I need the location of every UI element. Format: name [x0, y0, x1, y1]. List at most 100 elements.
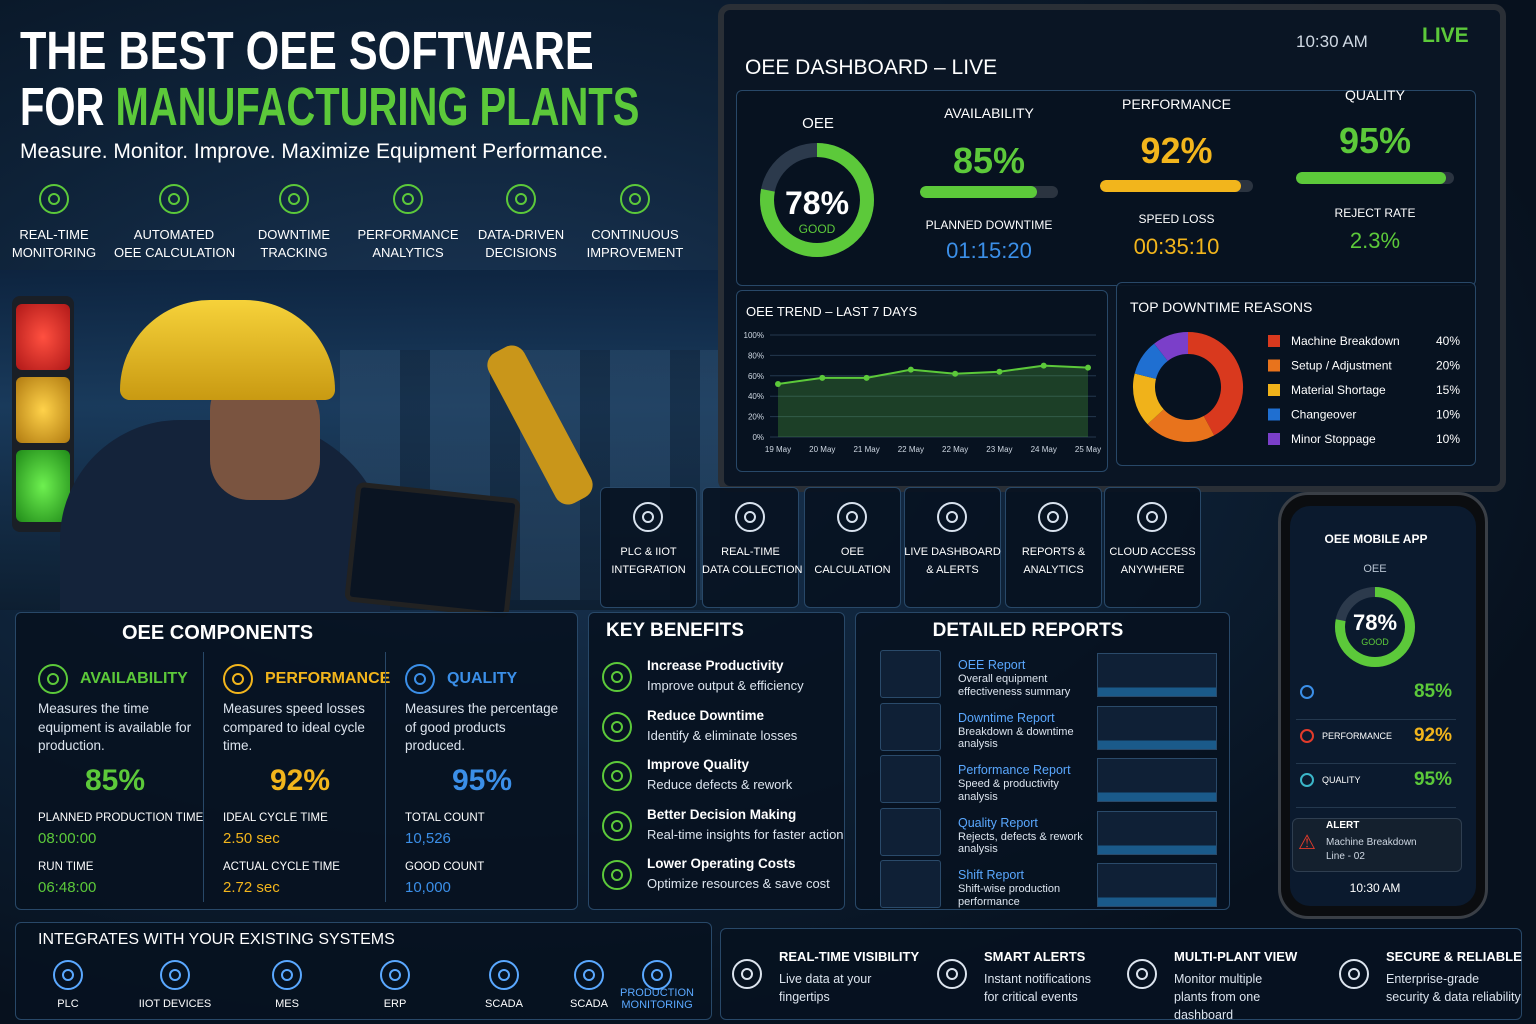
phone-title: OEE MOBILE APP — [1324, 532, 1428, 546]
highlight-title: MULTI-PLANT VIEW — [1174, 949, 1298, 964]
feature-line: DECISIONS — [485, 245, 557, 260]
benefit-desc: Identify & eliminate losses — [647, 727, 798, 743]
phone-row-divider — [1296, 719, 1456, 720]
kpi-value: 85% — [952, 140, 1026, 181]
component-desc: Measures the percentage of good products… — [405, 701, 559, 753]
x-tick-label: 24 May — [1031, 445, 1057, 454]
report-thumb — [880, 860, 941, 908]
trend-chart: OEE TREND – LAST 7 DAYS 0% 20% 40% 60% 80% 100… — [744, 304, 1102, 454]
integration-label: MES — [275, 998, 299, 1010]
highlight-desc: Instant notifications for critical event… — [984, 972, 1092, 1004]
kpi-value: 92% — [1140, 130, 1213, 171]
trend-point — [1085, 364, 1091, 371]
feature-line: OEE CALCULATION — [114, 245, 236, 260]
phone-row-icon — [1300, 773, 1314, 787]
circle — [629, 193, 641, 205]
integrations-panel — [15, 922, 712, 1020]
feature-line: DATA-DRIVEN — [477, 227, 565, 242]
report-desc: Overall equipment effectiveness summary — [958, 673, 1071, 698]
y-tick-label: 100% — [744, 331, 764, 340]
integration-label: PLC — [57, 998, 79, 1010]
icon — [602, 810, 632, 841]
circle — [48, 193, 60, 205]
trend-line — [777, 364, 1089, 385]
circle — [602, 860, 632, 890]
circle — [405, 664, 435, 694]
highlight-desc: Enterprise-grade security & data reliabi… — [1386, 972, 1521, 1004]
component-desc: Measures speed losses compared to ideal … — [223, 701, 365, 753]
integration-label: PRODUCTION MONITORING — [620, 987, 694, 1011]
y-tick-label: 80% — [748, 351, 764, 360]
components-panel — [15, 612, 578, 910]
x-tick-label: 25 May — [1075, 445, 1101, 454]
x-tick-label: 22 May — [942, 445, 968, 454]
trend-point — [863, 374, 870, 381]
stat-value: 10,526 — [405, 830, 451, 847]
kpi-sub-value: 2.3% — [1349, 228, 1401, 253]
circle — [611, 819, 623, 832]
x-tick-label: 22 May — [898, 445, 924, 454]
icon — [837, 502, 867, 532]
highlights-panel — [720, 928, 1522, 1020]
kpi-label: AVAILABILITY — [944, 105, 1034, 121]
trend-point — [1040, 362, 1047, 369]
benefit-desc: Reduce defects & rework — [647, 777, 793, 792]
module-tile — [1005, 487, 1102, 608]
report-title: Downtime Report — [958, 710, 1055, 725]
icon — [38, 664, 68, 694]
alert-icon: ⚠ — [1298, 832, 1316, 854]
reports-title: DETAILED REPORTS — [932, 620, 1124, 641]
module-label: REAL-TIME DATA COLLECTION — [702, 543, 802, 579]
tablet — [344, 481, 521, 619]
report-preview — [1097, 758, 1217, 802]
y-tick-label: 0% — [752, 433, 764, 442]
module-line: & ALERTS — [926, 564, 979, 576]
component-value: 95% — [451, 764, 513, 797]
feature-line: TRACKING — [260, 245, 328, 260]
title-line2: FOR MANUFACTURING PLANTS — [20, 76, 639, 138]
component-title: AVAILABILITY — [80, 670, 188, 687]
benefit-title: Better Decision Making — [647, 806, 797, 822]
circle — [744, 511, 756, 523]
stat-label: TOTAL COUNT — [405, 812, 485, 824]
icon — [393, 184, 423, 214]
circle — [735, 502, 765, 532]
integration-label: ERP — [383, 998, 407, 1010]
icon — [1127, 959, 1157, 989]
report-preview — [1097, 653, 1217, 697]
icon — [160, 960, 190, 990]
icon — [937, 959, 967, 989]
stat-label: IDEAL CYCLE TIME — [223, 812, 328, 824]
circle — [393, 184, 423, 214]
feature-label: AUTOMATED OEE CALCULATION — [114, 226, 236, 262]
trend-point — [907, 366, 914, 373]
circle — [937, 959, 967, 989]
alert-title: ALERT — [1326, 820, 1360, 831]
live-status: LIVE — [1422, 24, 1469, 47]
circle — [732, 959, 762, 989]
report-title: Shift Report — [958, 868, 1025, 882]
module-label: OEE CALCULATION — [804, 543, 901, 579]
circle — [633, 502, 663, 532]
x-tick-label: 21 May — [853, 445, 879, 454]
module-line: REPORTS & — [1021, 546, 1086, 558]
gauge-arc — [760, 143, 874, 257]
phone-row-label: PERFORMANCE — [1322, 731, 1393, 741]
circle — [281, 969, 293, 981]
circle — [642, 511, 654, 523]
report-desc: Speed & productivity analysis — [958, 778, 1059, 803]
icon — [602, 662, 632, 692]
stat-value: 08:00:00 — [38, 830, 97, 847]
stat-label: PLANNED PRODUCTION TIME — [38, 812, 204, 824]
icon — [620, 184, 650, 214]
circle — [602, 810, 632, 841]
icon — [159, 184, 189, 214]
feature-line: DOWNTIME — [257, 227, 331, 242]
value-label: 40% — [1436, 334, 1460, 348]
gauge-arc — [1335, 587, 1415, 667]
circle — [169, 969, 181, 981]
benefit-title: Improve Quality — [647, 757, 750, 772]
integration-label: SCADA — [485, 998, 523, 1010]
circle — [414, 673, 426, 685]
report-desc: Breakdown & downtime analysis — [958, 725, 1074, 751]
